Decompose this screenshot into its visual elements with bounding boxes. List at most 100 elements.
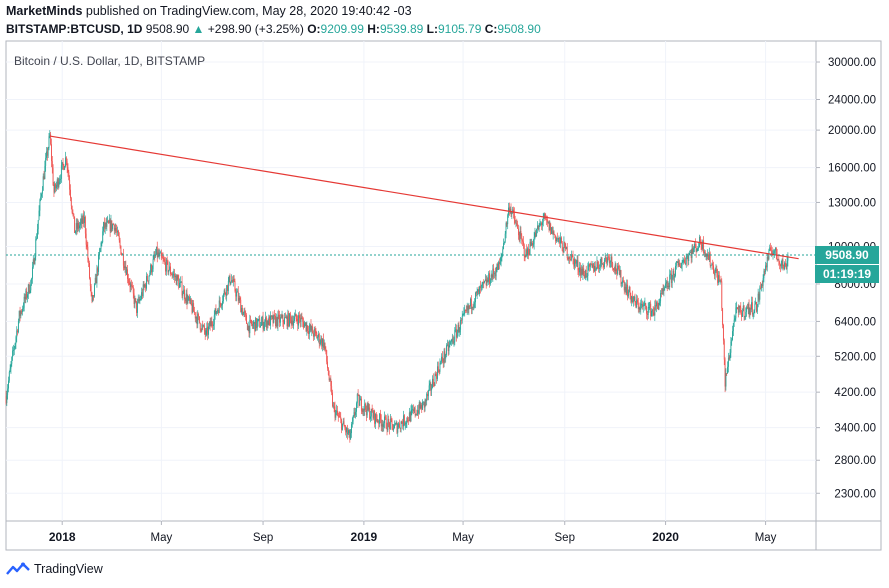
candle-body bbox=[298, 315, 300, 319]
candle-body bbox=[585, 270, 587, 277]
candle-body bbox=[580, 268, 582, 276]
candle-body bbox=[677, 261, 679, 266]
candle-body bbox=[640, 304, 642, 310]
candle-body bbox=[676, 261, 678, 263]
candle-body bbox=[681, 262, 683, 266]
candle-body bbox=[614, 264, 616, 271]
candle-body bbox=[303, 323, 305, 328]
candle-body bbox=[348, 430, 350, 434]
candle-body bbox=[696, 248, 698, 252]
x-tick-label: May bbox=[151, 532, 173, 544]
footer-brand[interactable]: TradingView bbox=[6, 562, 103, 576]
candle-body bbox=[174, 275, 176, 278]
candle-body bbox=[668, 285, 670, 288]
candle-body bbox=[18, 310, 20, 322]
candle-body bbox=[564, 242, 566, 244]
candle-body bbox=[394, 423, 396, 425]
candle-body bbox=[651, 310, 653, 311]
candle-body bbox=[16, 330, 18, 338]
candle-body bbox=[282, 315, 284, 322]
candle-body bbox=[271, 315, 273, 317]
candle-body bbox=[408, 412, 410, 422]
tradingview-logo-icon bbox=[6, 562, 30, 575]
candle-body bbox=[246, 315, 247, 324]
candle-body bbox=[779, 261, 781, 265]
candle-body bbox=[537, 225, 539, 230]
candle-body bbox=[378, 421, 380, 424]
candle-body bbox=[633, 296, 635, 300]
y-tick-label: 6400.00 bbox=[834, 316, 876, 328]
candle-body bbox=[611, 256, 613, 263]
candle-body bbox=[185, 293, 187, 302]
y-tick-label: 24000.00 bbox=[828, 94, 876, 106]
price-axis[interactable]: 30000.00 24000.00 20000.00 16000.00 13000.00… bbox=[816, 57, 876, 500]
candle-body bbox=[210, 321, 212, 327]
candle-body bbox=[301, 317, 303, 319]
candle-body bbox=[213, 324, 214, 327]
candle-body bbox=[397, 427, 399, 433]
candle-body bbox=[365, 409, 367, 416]
candle-body bbox=[508, 207, 510, 212]
candle-body bbox=[289, 313, 290, 326]
candle-body bbox=[332, 405, 334, 407]
candle-body bbox=[305, 322, 307, 331]
candle-body bbox=[620, 269, 622, 284]
candle-body bbox=[110, 220, 112, 232]
candle-body bbox=[96, 268, 98, 284]
candle-body bbox=[489, 273, 490, 284]
candle-body bbox=[768, 250, 770, 260]
candle-body bbox=[692, 247, 694, 253]
candle-body bbox=[717, 273, 719, 283]
candle-body bbox=[740, 307, 742, 313]
candle-body bbox=[578, 270, 580, 273]
candle-body bbox=[715, 269, 717, 272]
candle-body bbox=[487, 279, 489, 282]
candle-body bbox=[150, 264, 152, 274]
candle-body bbox=[744, 315, 746, 317]
candle-body bbox=[6, 395, 8, 403]
candle-body bbox=[613, 268, 614, 271]
candle-body bbox=[766, 256, 768, 268]
candle-body bbox=[146, 276, 148, 281]
candle-body bbox=[484, 280, 486, 283]
y-tick-label: 5200.00 bbox=[834, 351, 876, 363]
candle-body bbox=[208, 322, 210, 327]
candle-body bbox=[565, 247, 567, 250]
candle-body bbox=[123, 265, 125, 269]
author-name[interactable]: MarketMinds bbox=[6, 4, 83, 18]
candle-body bbox=[116, 230, 118, 233]
candle-body bbox=[561, 242, 563, 251]
candle-body bbox=[442, 361, 444, 363]
candle-body bbox=[710, 265, 712, 267]
candle-body bbox=[424, 399, 426, 408]
candle-body bbox=[356, 394, 358, 404]
candle-body bbox=[622, 280, 624, 284]
candle-body bbox=[296, 318, 298, 322]
candle-body bbox=[423, 401, 425, 408]
candle-body bbox=[345, 428, 347, 433]
time-axis[interactable]: 2018 May Sep 2019 May Sep 2020 May bbox=[49, 521, 777, 544]
candle-body bbox=[440, 361, 442, 363]
candle-body bbox=[367, 403, 369, 410]
symbol-label[interactable]: BITSTAMP:BTCUSD, 1D bbox=[6, 22, 143, 36]
candle-body bbox=[664, 287, 666, 289]
candle-body bbox=[260, 325, 262, 328]
candle-body bbox=[412, 409, 414, 411]
candle-body bbox=[311, 326, 313, 331]
candle-body bbox=[307, 325, 309, 332]
candle-body bbox=[591, 264, 593, 268]
candle-body bbox=[503, 243, 505, 250]
candle-body bbox=[203, 325, 204, 327]
candle-body bbox=[201, 325, 203, 331]
candle-body bbox=[610, 256, 612, 262]
candle-body bbox=[27, 294, 28, 298]
candle-body bbox=[427, 393, 428, 397]
candle-body bbox=[669, 274, 671, 288]
candle-body bbox=[251, 320, 252, 325]
candle-body bbox=[612, 262, 614, 269]
candle-body bbox=[483, 281, 485, 283]
candle-body bbox=[718, 275, 719, 283]
candle-body bbox=[93, 295, 95, 297]
candle-body bbox=[500, 257, 502, 261]
